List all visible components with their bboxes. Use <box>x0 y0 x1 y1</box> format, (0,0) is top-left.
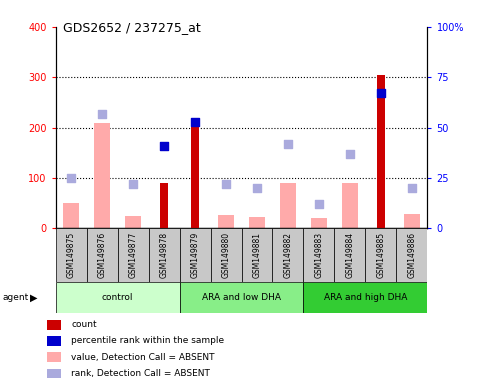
Text: GSM149875: GSM149875 <box>67 232 75 278</box>
Point <box>98 111 106 117</box>
Text: rank, Detection Call = ABSENT: rank, Detection Call = ABSENT <box>71 369 210 378</box>
Point <box>408 185 416 191</box>
Bar <box>334 228 366 282</box>
Text: ▶: ▶ <box>30 293 38 303</box>
Bar <box>272 228 303 282</box>
Bar <box>47 320 61 329</box>
Point <box>253 185 261 191</box>
Bar <box>377 75 385 228</box>
Bar <box>180 228 211 282</box>
Bar <box>218 215 234 228</box>
Text: value, Detection Call = ABSENT: value, Detection Call = ABSENT <box>71 353 215 362</box>
Text: GSM149884: GSM149884 <box>345 232 355 278</box>
Bar <box>47 353 61 362</box>
Bar <box>311 218 327 228</box>
Bar <box>56 282 180 313</box>
Bar <box>47 336 61 346</box>
Text: GSM149881: GSM149881 <box>253 232 261 278</box>
Text: count: count <box>71 320 97 329</box>
Text: GSM149886: GSM149886 <box>408 232 416 278</box>
Text: GSM149885: GSM149885 <box>376 232 385 278</box>
Point <box>284 141 292 147</box>
Bar <box>86 228 117 282</box>
Text: GSM149876: GSM149876 <box>98 232 107 278</box>
Bar <box>149 228 180 282</box>
Bar <box>47 369 61 378</box>
Bar <box>125 216 141 228</box>
Text: GSM149879: GSM149879 <box>190 232 199 278</box>
Point <box>377 90 385 96</box>
Bar <box>303 228 334 282</box>
Bar <box>63 203 79 228</box>
Bar <box>56 228 86 282</box>
Bar <box>94 122 110 228</box>
Text: ARA and high DHA: ARA and high DHA <box>324 293 407 302</box>
Bar <box>342 183 358 228</box>
Point <box>191 119 199 125</box>
Text: ARA and low DHA: ARA and low DHA <box>202 293 281 302</box>
Text: percentile rank within the sample: percentile rank within the sample <box>71 336 225 346</box>
Bar <box>249 217 265 228</box>
Point <box>67 175 75 181</box>
Text: GSM149878: GSM149878 <box>159 232 169 278</box>
Bar <box>397 228 427 282</box>
Bar <box>160 183 168 228</box>
Point <box>346 151 354 157</box>
Text: GSM149882: GSM149882 <box>284 232 293 278</box>
Text: control: control <box>102 293 133 302</box>
Text: agent: agent <box>2 293 28 302</box>
Bar <box>191 125 199 228</box>
Point <box>222 181 230 187</box>
Bar <box>404 214 420 228</box>
Text: GSM149883: GSM149883 <box>314 232 324 278</box>
Bar <box>242 228 272 282</box>
Point <box>160 143 168 149</box>
Text: GSM149880: GSM149880 <box>222 232 230 278</box>
Bar <box>211 228 242 282</box>
Point <box>315 201 323 207</box>
Text: GSM149877: GSM149877 <box>128 232 138 278</box>
Bar <box>280 183 296 228</box>
Bar <box>303 282 427 313</box>
Bar <box>366 228 397 282</box>
Bar <box>180 282 303 313</box>
Bar <box>117 228 149 282</box>
Point <box>129 181 137 187</box>
Text: GDS2652 / 237275_at: GDS2652 / 237275_at <box>63 21 200 34</box>
